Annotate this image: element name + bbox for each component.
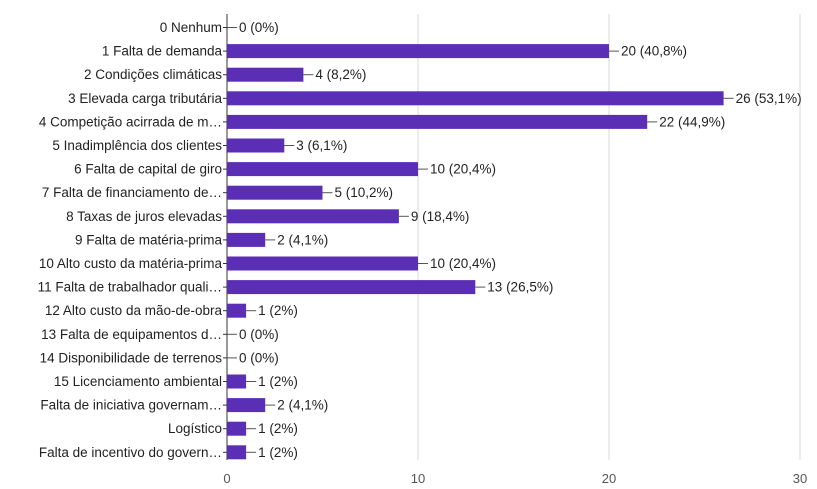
data-label: 13 (26,5%) [487,280,553,295]
bar [227,138,285,153]
bar [227,445,247,460]
category-label: Logístico [168,421,222,436]
category-label: 15 Licenciamento ambiental [54,374,222,389]
category-label: 11 Falta de trabalhador quali… [38,280,222,295]
bar [227,67,304,82]
category-label: 7 Falta de financiamento de… [42,185,222,200]
category-label: 10 Alto custo da matéria-prima [39,256,223,271]
bar [227,209,399,224]
data-label: 1 (2%) [258,421,298,436]
x-tick-label: 0 [223,471,230,486]
category-labels: 0 Nenhum 1 Falta de demanda 2 Condições cl… [38,20,223,460]
category-label: 5 Inadimplência dos clientes [52,138,222,153]
data-label: 5 (10,2%) [335,185,394,200]
data-label: 10 (20,4%) [430,162,496,177]
category-label: Falta de iniciativa governam… [40,398,222,413]
bar [227,256,418,271]
data-label: 2 (4,1%) [277,232,328,247]
data-label: 4 (8,2%) [315,67,366,82]
bar [227,44,609,59]
data-label: 3 (6,1%) [296,138,347,153]
data-label: 9 (18,4%) [411,209,470,224]
category-label: 8 Taxas de juros elevadas [66,209,222,224]
bar [227,280,476,295]
bar [227,374,247,389]
bar [227,162,418,177]
data-label: 0 (0%) [239,350,279,365]
category-label: 6 Falta de capital de giro [74,162,222,177]
data-label: 0 (0%) [239,20,279,35]
category-label: 3 Elevada carga tributária [68,91,222,106]
category-label: 2 Condições climáticas [84,67,222,82]
x-axis-ticks: 0 10 20 30 [223,471,807,486]
category-label: 13 Falta de equipamentos d… [41,327,222,342]
x-tick-label: 30 [793,471,807,486]
data-label: 0 (0%) [239,327,279,342]
data-label: 1 (2%) [258,445,298,460]
bars [227,44,724,460]
bar [227,185,323,200]
category-label: 1 Falta de demanda [102,44,223,59]
category-label: 4 Competição acirrada de m… [39,114,222,129]
data-labels: 0 (0%) 20 (40,8%) 4 (8,2%) 26 (53,1%) 22 (44… [227,20,802,460]
bar [227,114,648,129]
bar [227,232,266,247]
data-label: 2 (4,1%) [277,398,328,413]
category-label: Falta de incentivo do govern… [39,445,222,460]
category-label: 9 Falta de matéria-prima [75,232,223,247]
category-label: 12 Alto custo da mão-de-obra [45,303,223,318]
x-tick-label: 10 [411,471,425,486]
bar [227,91,724,106]
bar [227,398,266,413]
data-label: 20 (40,8%) [621,44,687,59]
bar [227,421,247,436]
data-label: 22 (44,9%) [659,114,725,129]
x-tick-label: 20 [602,471,616,486]
data-label: 1 (2%) [258,374,298,389]
category-label: 14 Disponibilidade de terrenos [40,350,223,365]
data-label: 10 (20,4%) [430,256,496,271]
data-label: 26 (53,1%) [736,91,802,106]
data-label: 1 (2%) [258,303,298,318]
category-label: 0 Nenhum [160,20,222,35]
bar [227,303,247,318]
